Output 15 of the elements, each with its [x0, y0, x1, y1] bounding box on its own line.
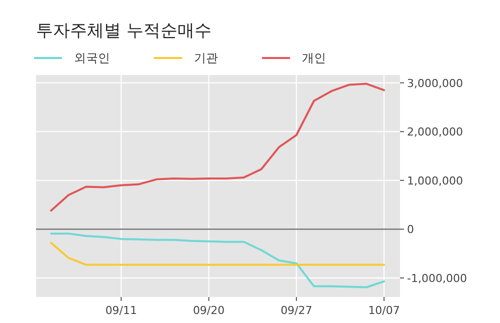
- y-tick-label: 2,000,000: [407, 126, 463, 139]
- x-tick-label: 09/20: [192, 304, 225, 317]
- legend-label: 개인: [302, 51, 326, 65]
- line-series: [50, 82, 386, 212]
- y-tick-label: -1,000,000: [407, 272, 467, 285]
- line-series: [50, 232, 386, 288]
- x-tick-label: 09/11: [105, 304, 138, 317]
- y-tick-label: 0: [407, 223, 414, 236]
- legend-label: 외국인: [74, 51, 110, 65]
- y-tick-label: 3,000,000: [407, 76, 463, 90]
- x-tick-label: 10/07: [368, 304, 400, 317]
- legend-label: 기관: [194, 51, 218, 65]
- x-tick-label: 09/27: [280, 304, 312, 317]
- y-tick-label: 1,000,000: [407, 174, 463, 188]
- chart-title: 투자주체별 누적순매수: [36, 21, 212, 41]
